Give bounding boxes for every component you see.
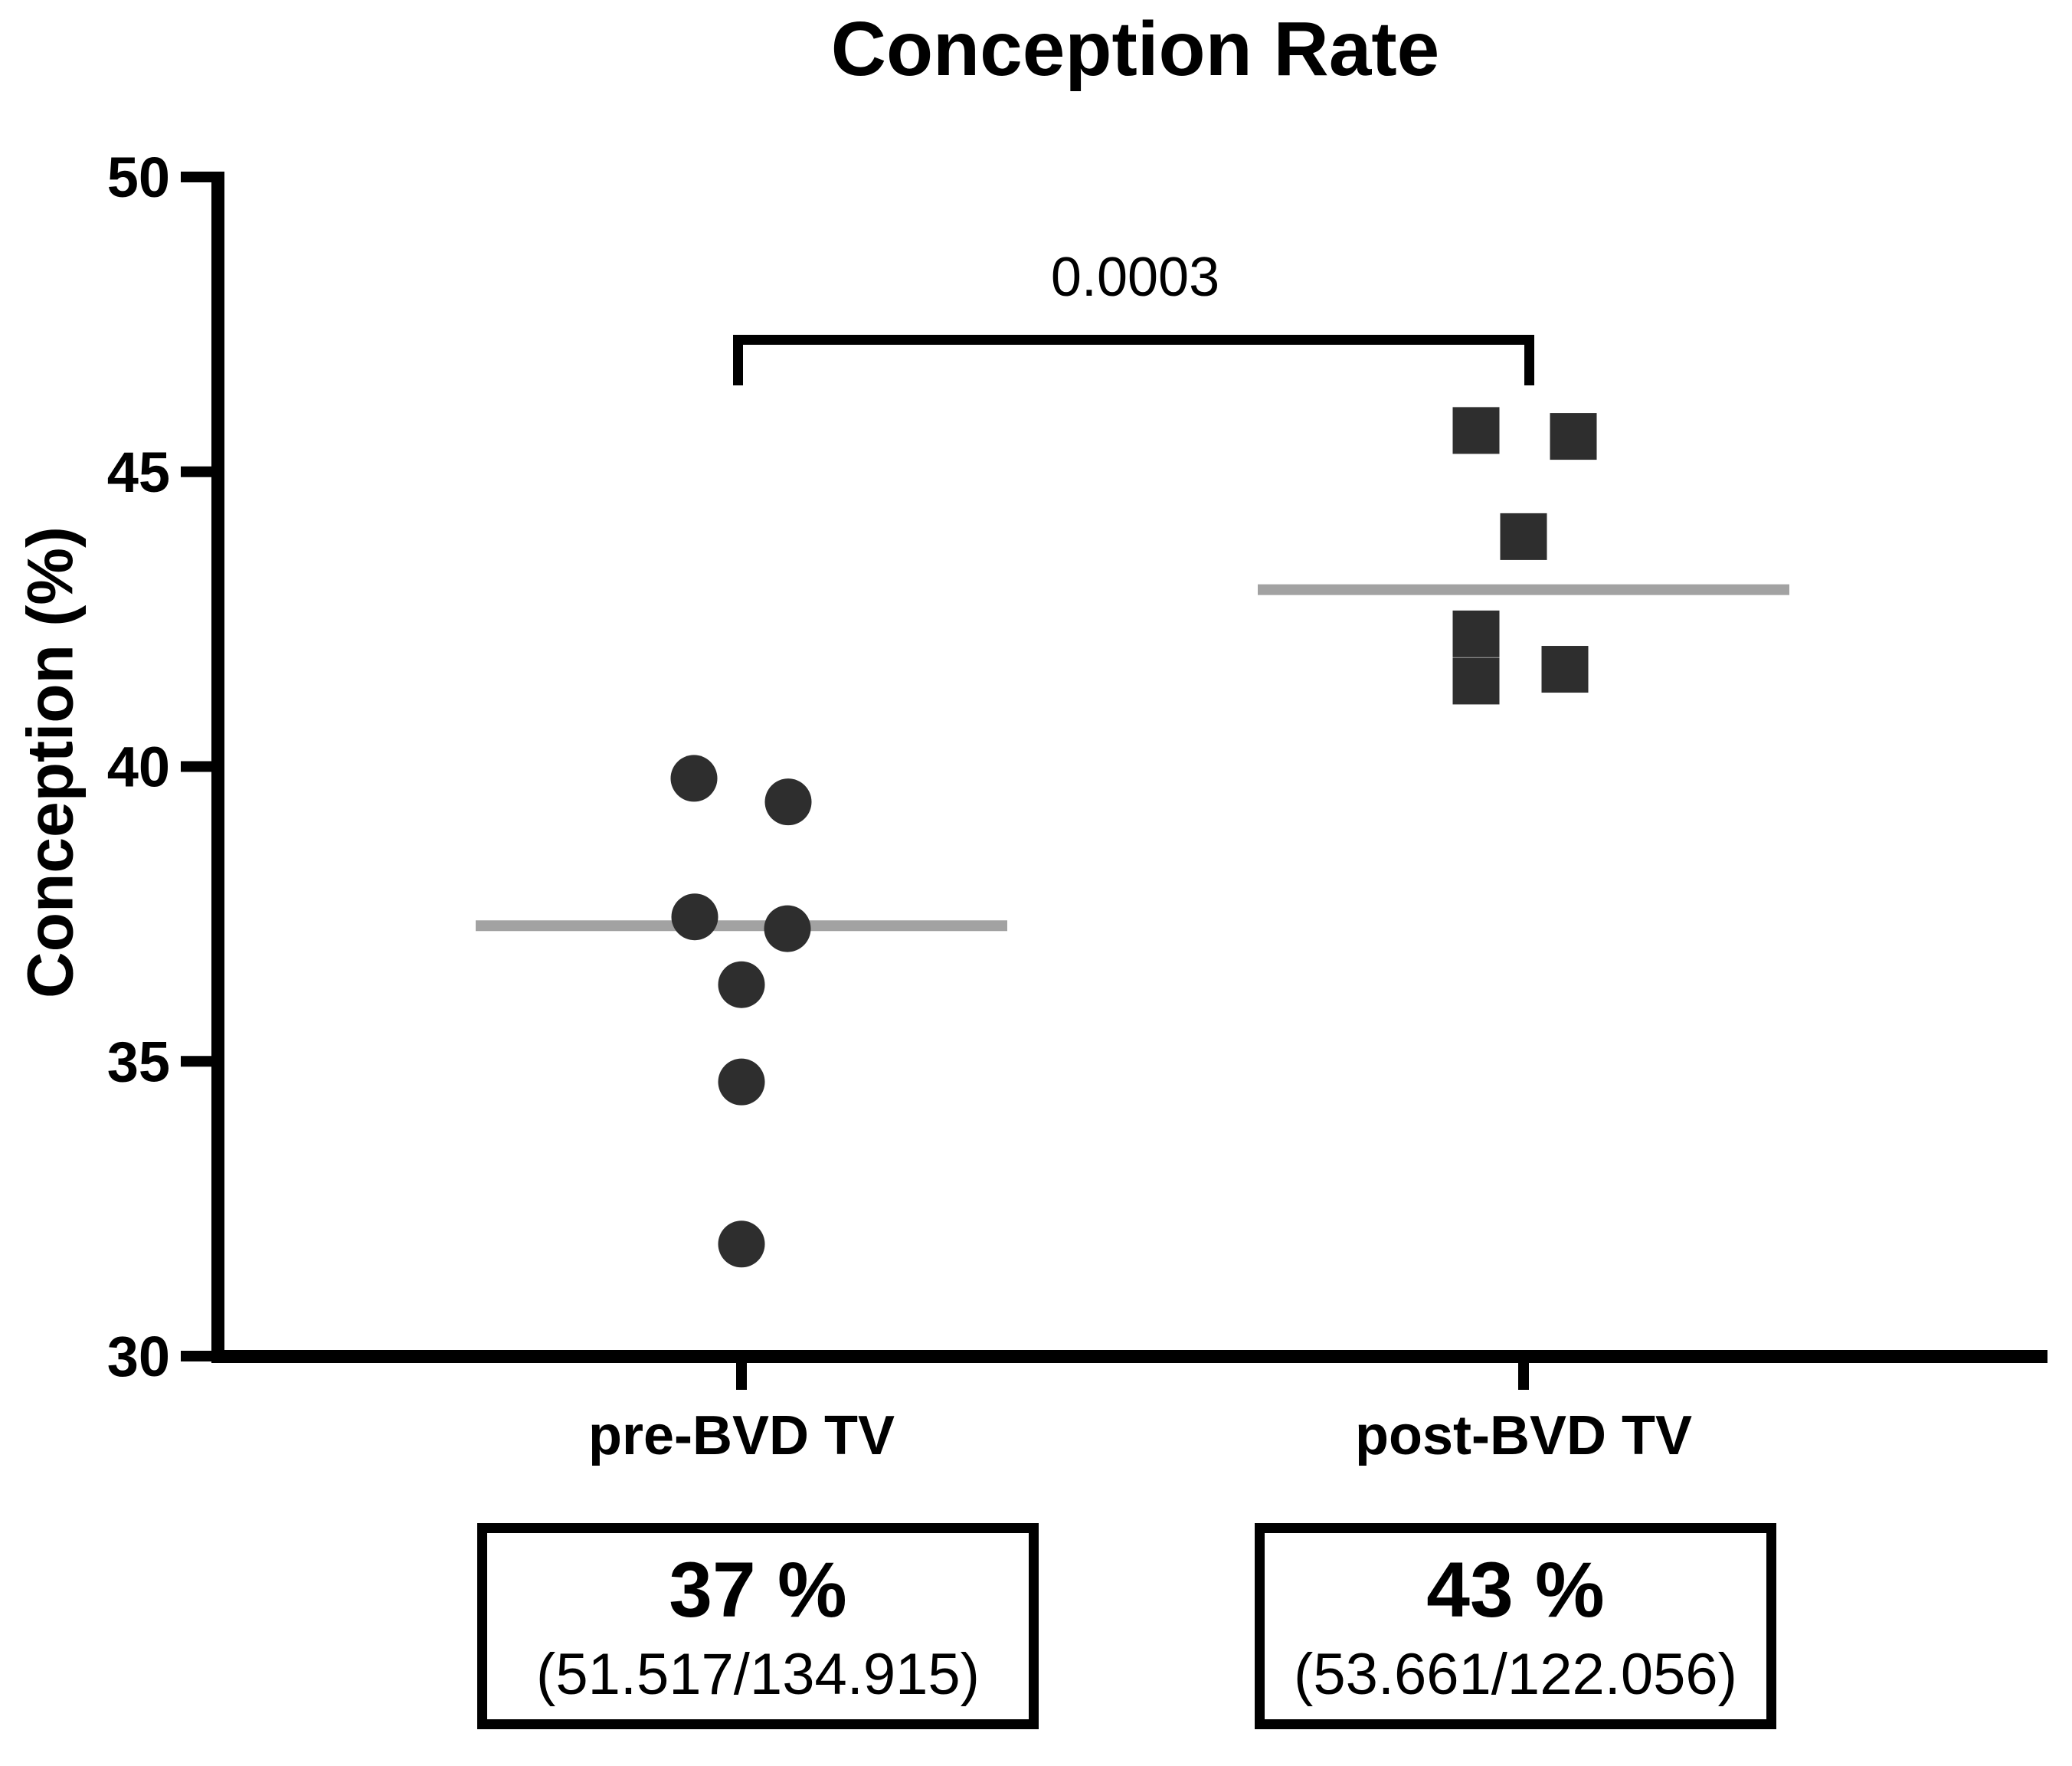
data-point-circle xyxy=(671,893,718,941)
x-tick-post xyxy=(1518,1363,1529,1390)
y-axis-spine xyxy=(211,172,224,1363)
data-point-circle xyxy=(718,1220,765,1268)
data-point-circle xyxy=(764,905,811,952)
y-tick xyxy=(181,172,211,182)
summary-fraction-post: (53.661/122.056) xyxy=(1294,1641,1737,1707)
y-tick-label: 40 xyxy=(107,736,170,799)
y-tick-label: 50 xyxy=(107,146,170,209)
y-tick xyxy=(181,1351,211,1361)
data-point-circle xyxy=(670,755,718,802)
y-tick xyxy=(181,761,211,772)
summary-fraction-pre: (51.517/134.915) xyxy=(536,1641,980,1707)
data-point-square xyxy=(1541,646,1589,693)
y-tick-label: 30 xyxy=(107,1325,170,1388)
data-point-square xyxy=(1550,413,1597,460)
y-tick xyxy=(181,466,211,477)
y-tick-label: 35 xyxy=(107,1030,170,1093)
significance-bracket-left-leg xyxy=(733,335,743,385)
data-point-square xyxy=(1452,407,1500,454)
chart-title: Conception Rate xyxy=(830,6,1440,92)
x-tick-pre xyxy=(736,1363,747,1390)
y-axis-title: Conception (%) xyxy=(14,526,87,998)
summary-box-post-bvd: 43 % (53.661/122.056) xyxy=(1255,1523,1776,1729)
data-point-circle xyxy=(718,1058,765,1106)
mean-line-pre xyxy=(476,920,1007,932)
summary-percent-post: 43 % xyxy=(1426,1545,1605,1633)
data-point-square xyxy=(1452,657,1500,705)
data-point-circle xyxy=(764,778,812,826)
p-value-label: 0.0003 xyxy=(1050,247,1220,308)
significance-bracket-bar xyxy=(733,335,1534,345)
x-tick-label-pre-bvd-tv: pre-BVD TV xyxy=(588,1405,895,1466)
y-tick-label: 45 xyxy=(107,441,170,504)
summary-box-pre-bvd: 37 % (51.517/134.915) xyxy=(477,1523,1039,1729)
significance-bracket-right-leg xyxy=(1524,335,1534,385)
y-tick xyxy=(181,1056,211,1067)
data-point-square xyxy=(1500,513,1547,560)
x-axis-spine xyxy=(211,1350,2047,1363)
mean-line-post xyxy=(1258,584,1789,595)
data-point-circle xyxy=(718,961,765,1008)
x-tick-label-post-bvd-tv: post-BVD TV xyxy=(1355,1405,1692,1466)
data-point-square xyxy=(1452,610,1500,657)
summary-percent-pre: 37 % xyxy=(669,1545,847,1633)
